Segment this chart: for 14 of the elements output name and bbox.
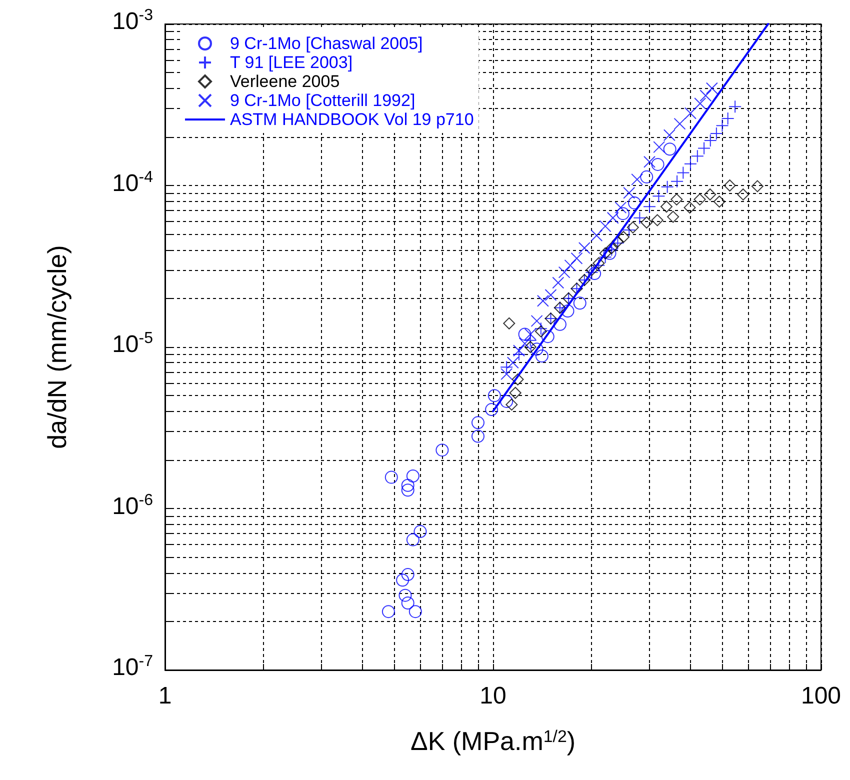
y-tick-label: 10$^{-5}$ bbox=[112, 330, 153, 358]
y-tick-label: 10$^{-4}$ bbox=[112, 168, 153, 196]
y-tick-label: 10$^{-3}$ bbox=[112, 7, 153, 35]
legend-label: ASTM HANDBOOK Vol 19 p710 bbox=[230, 110, 474, 129]
legend-label: Verleene 2005 bbox=[230, 72, 340, 91]
legend-label: 9 Cr-1Mo [Chaswal 2005] bbox=[230, 34, 423, 53]
y-axis-title: da/dN (mm/cycle) bbox=[42, 245, 72, 449]
y-tick-label: 10$^{-7}$ bbox=[112, 653, 153, 681]
x-tick-label: 100 bbox=[800, 682, 842, 710]
y-tick-label: 10$^{-6}$ bbox=[112, 492, 153, 520]
legend-label: T 91 [LEE 2003] bbox=[230, 53, 353, 72]
legend-label: 9 Cr-1Mo [Cotterill 1992] bbox=[230, 91, 416, 110]
x-tick-label: 1 bbox=[158, 682, 172, 710]
x-tick-label: 10 bbox=[480, 682, 506, 710]
